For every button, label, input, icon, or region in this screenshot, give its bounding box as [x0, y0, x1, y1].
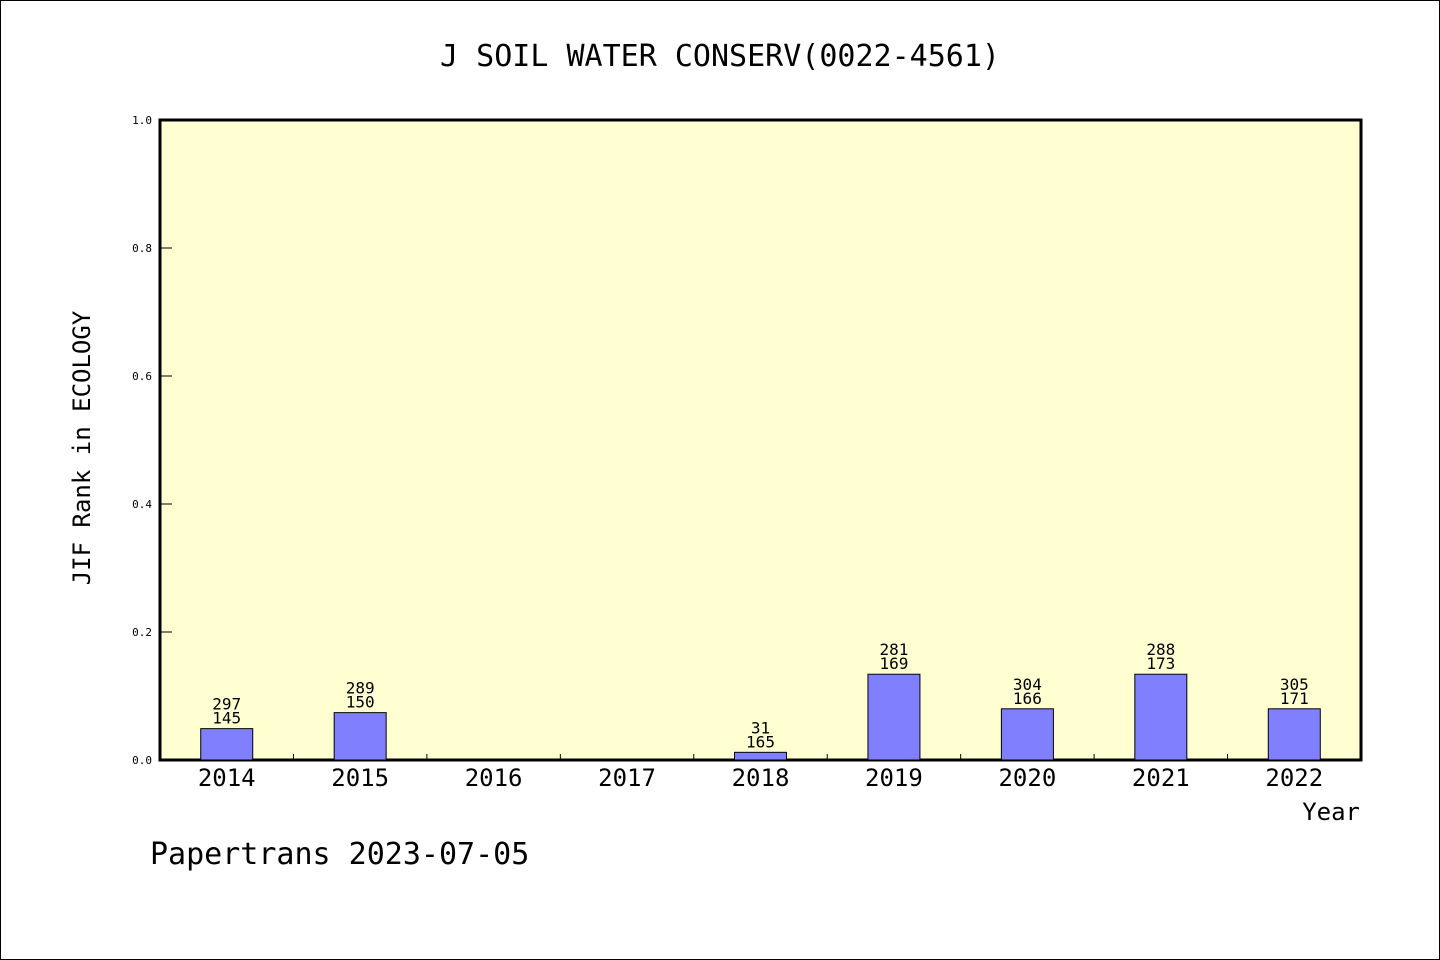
y-axis: 0.0 0.2 0.4 0.6 0.8 1.0 [132, 114, 172, 767]
x-tick-label: 2020 [998, 764, 1056, 792]
bar-2015 [333, 712, 387, 761]
bar-total-label: 288 [1146, 640, 1175, 659]
x-tick-label: 2019 [865, 764, 923, 792]
bar-rank-label: 169 [879, 654, 908, 673]
bar-total-label: 289 [346, 679, 375, 698]
x-axis: 2014 2015 2016 2017 2018 2019 2020 2021 2022 [198, 754, 1323, 792]
bar-rank-label: 173 [1146, 654, 1175, 673]
plot-area [158, 118, 1363, 762]
x-tick-label: 2021 [1132, 764, 1190, 792]
bar-rank-label: 145 [212, 709, 241, 728]
bar-rank-label: 165 [746, 732, 775, 751]
footer-text: Papertrans 2023-07-05 [150, 837, 529, 872]
y-axis-title: JIF Rank in ECOLOGY [68, 310, 96, 585]
y-tick-label: 1.0 [132, 114, 152, 127]
bar-total-label: 31 [751, 718, 770, 737]
bar-rank-label: 166 [1013, 689, 1042, 708]
bar-rank-label: 171 [1280, 689, 1309, 708]
bar-2018 [734, 751, 787, 761]
bar-2019 [867, 673, 921, 761]
y-tick-label: 0.6 [132, 370, 152, 383]
bar-total-label: 305 [1280, 675, 1309, 694]
x-tick-label: 2018 [732, 764, 790, 792]
bar-total-label: 281 [879, 640, 908, 659]
bar-total-label: 297 [212, 695, 241, 714]
bar-2014 [200, 728, 254, 761]
y-tick-label: 0.0 [132, 754, 152, 767]
x-tick-label: 2016 [465, 764, 523, 792]
bar-2022 [1267, 708, 1321, 761]
bar-2020 [1000, 708, 1054, 761]
bar-rank-label: 150 [346, 693, 375, 712]
bar-total-label: 304 [1013, 675, 1042, 694]
y-tick-label: 0.8 [132, 242, 152, 255]
bar-2021 [1134, 673, 1188, 761]
y-tick-label: 0.4 [132, 498, 152, 511]
x-tick-label: 2015 [331, 764, 389, 792]
chart-title: J SOIL WATER CONSERV(0022-4561) [440, 39, 1000, 74]
x-tick-label: 2022 [1265, 764, 1323, 792]
x-tick-label: 2014 [198, 764, 256, 792]
x-axis-title: Year [1302, 798, 1360, 826]
y-tick-label: 0.2 [132, 626, 152, 639]
x-tick-label: 2017 [598, 764, 656, 792]
